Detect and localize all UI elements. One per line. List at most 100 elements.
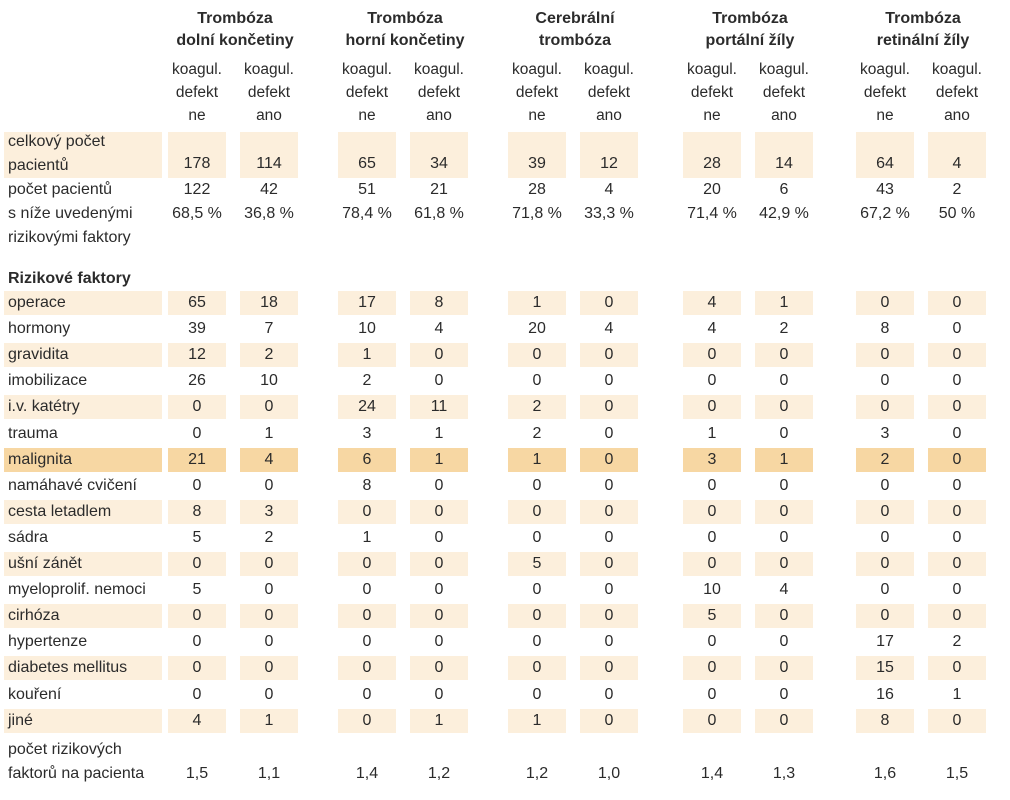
cell-shade xyxy=(508,132,566,178)
cell-shade xyxy=(508,708,566,733)
row-label: hormony xyxy=(8,320,71,338)
table-cell: 0 xyxy=(880,398,890,416)
cell-shade xyxy=(338,395,396,420)
table-cell: 20 71,4 % xyxy=(683,178,741,226)
row-label-line: s níže uvedenými xyxy=(8,205,133,222)
row-shade xyxy=(4,343,162,368)
table-cell: 0 xyxy=(604,528,614,546)
cell-shade xyxy=(928,447,986,472)
cell-shade xyxy=(928,132,986,178)
table-cell: 42 36,8 % xyxy=(240,178,298,226)
row-label: kouření xyxy=(8,685,62,703)
table-cell: 0 xyxy=(434,502,444,520)
column-subheader-line: ano xyxy=(771,107,797,124)
column-subheader-line: defekt xyxy=(417,84,461,101)
cell-shade xyxy=(410,552,468,576)
table-cell: 0 xyxy=(707,502,717,520)
table-cell: 1 xyxy=(532,450,542,468)
table-cell: 0 xyxy=(952,450,962,468)
table-cell-line: 42 xyxy=(260,181,278,198)
table-cell: 0 xyxy=(707,555,717,572)
table-cell-line: 36,8 % xyxy=(244,205,294,222)
table-cell: 5 xyxy=(532,555,542,572)
cell-shade xyxy=(168,395,226,420)
table-cell: 4 xyxy=(264,450,274,468)
table-cell-line: 33,3 % xyxy=(584,205,634,222)
cell-shade xyxy=(168,499,226,524)
table-cell: 1 xyxy=(434,711,444,729)
column-subheader-line: defekt xyxy=(863,84,907,101)
table-cell: 0 xyxy=(604,450,614,468)
column-subheader: koagul. defekt ano xyxy=(925,58,989,127)
table-cell: 20 xyxy=(528,320,546,338)
table-cell: 0 xyxy=(434,633,444,651)
group-header: Trombóza portální žíly xyxy=(675,8,825,52)
table-cell: 0 xyxy=(952,372,962,390)
cell-shade xyxy=(240,656,298,681)
column-subheader: koagul. defekt ano xyxy=(237,58,301,127)
cell-shade xyxy=(928,604,986,629)
table-cell: 15 xyxy=(876,659,894,677)
table-cell: 4 xyxy=(604,320,614,338)
row-label-line: faktorů na pacienta xyxy=(8,765,145,782)
table-cell: 2 xyxy=(362,372,372,390)
cell-shade xyxy=(410,132,468,178)
table-cell: 12 xyxy=(600,155,618,172)
row-label: počet pacientů s níže uvedenými rizikovými… xyxy=(8,178,133,250)
cell-shade xyxy=(580,656,638,681)
table-cell: 0 xyxy=(264,659,274,677)
group-header-line: Trombóza xyxy=(712,10,788,27)
cell-shade xyxy=(410,656,468,681)
cell-shade xyxy=(168,343,226,368)
cell-shade xyxy=(856,499,914,524)
table-cell: 0 xyxy=(532,659,542,677)
table-cell: 0 xyxy=(362,685,372,703)
cell-shade xyxy=(410,499,468,524)
cell-shade xyxy=(580,291,638,315)
table-cell: 0 xyxy=(192,424,202,442)
cell-shade xyxy=(683,604,741,629)
table-cell: 17 xyxy=(876,633,894,651)
table-cell: 2 xyxy=(264,346,274,364)
group-header-line: Trombóza xyxy=(885,10,961,27)
table-cell: 0 xyxy=(192,633,202,651)
cell-shade xyxy=(168,708,226,733)
table-cell: 0 xyxy=(604,398,614,416)
table-cell: 0 xyxy=(952,607,962,625)
cell-shade xyxy=(755,447,813,472)
cell-shade xyxy=(338,447,396,472)
table-cell: 0 xyxy=(952,294,962,311)
column-subheader: koagul. defekt ne xyxy=(853,58,917,127)
table-cell: 51 78,4 % xyxy=(338,178,396,226)
column-subheader-line: koagul. xyxy=(512,61,562,78)
table-cell: 0 xyxy=(952,528,962,546)
group-header-line: trombóza xyxy=(539,32,611,49)
row-shade xyxy=(4,447,162,472)
column-subheader-line: ne xyxy=(188,107,206,124)
table-cell: 0 xyxy=(880,346,890,364)
table-cell-line: 68,5 % xyxy=(172,205,222,222)
cell-shade xyxy=(683,656,741,681)
table-cell: 0 xyxy=(192,607,202,625)
column-subheader-line: defekt xyxy=(175,84,219,101)
table-cell: 0 xyxy=(362,659,372,677)
table-cell-line: 71,8 % xyxy=(512,205,562,222)
table-cell: 43 67,2 % xyxy=(856,178,914,226)
table-cell-line: 2 xyxy=(952,181,962,198)
table-cell: 0 xyxy=(779,711,789,729)
table-cell: 3 xyxy=(707,450,717,468)
row-shade xyxy=(4,656,162,681)
table-cell: 10 xyxy=(358,320,376,338)
cell-shade xyxy=(580,447,638,472)
cell-shade xyxy=(755,656,813,681)
table-cell: 0 xyxy=(532,685,542,703)
column-subheader: koagul. defekt ne xyxy=(335,58,399,127)
column-subheader-line: ne xyxy=(703,107,721,124)
table-cell: 1,5 xyxy=(185,765,209,782)
table-cell: 0 xyxy=(779,555,789,572)
cell-shade xyxy=(755,343,813,368)
row-label: cesta letadlem xyxy=(8,502,112,520)
table-cell: 0 xyxy=(532,346,542,364)
row-shade xyxy=(4,291,162,315)
table-cell: 10 xyxy=(260,372,278,390)
